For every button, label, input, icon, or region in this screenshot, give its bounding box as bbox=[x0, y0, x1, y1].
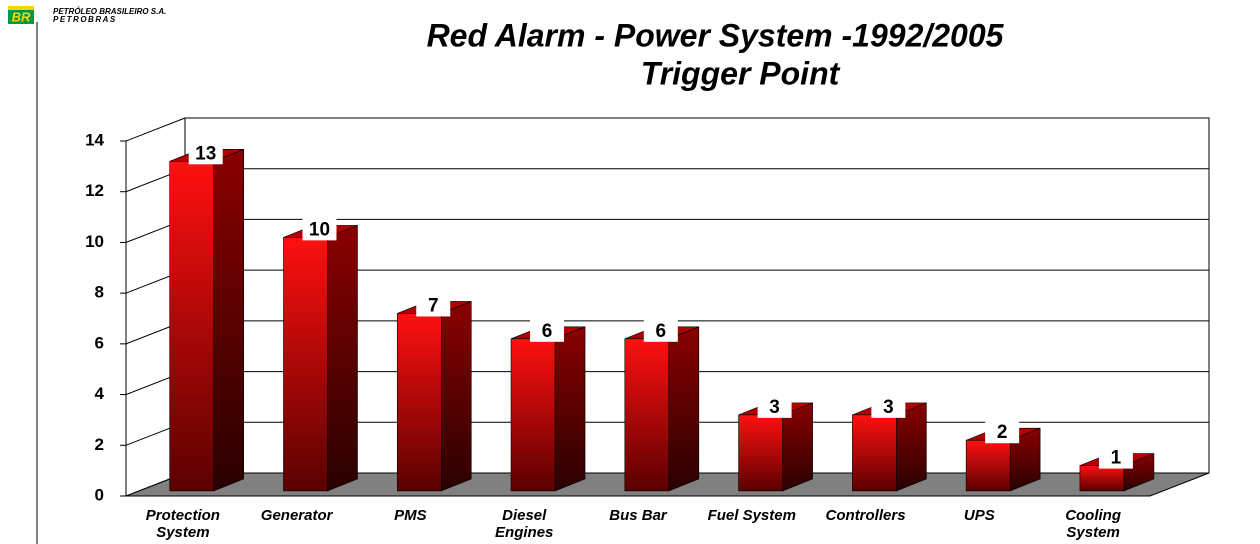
value-label: 1 bbox=[1111, 448, 1122, 469]
y-tick-label: 14 bbox=[85, 130, 104, 149]
x-tick-label: PMS bbox=[394, 507, 427, 524]
y-tick-label: 4 bbox=[95, 384, 105, 403]
chart-title: Red Alarm - Power System -1992/2005 bbox=[427, 17, 1005, 53]
value-label-bg bbox=[643, 319, 678, 342]
x-tick-label: Controllers bbox=[825, 507, 906, 524]
bar-side bbox=[554, 326, 586, 492]
x-tick-label: Fuel System bbox=[707, 507, 796, 524]
x-tick-label: Diesel Engines bbox=[495, 507, 554, 541]
value-label-bg bbox=[416, 294, 451, 317]
chart-subtitle: Trigger Point bbox=[641, 55, 841, 91]
logo-company: PETRÓLEO BRASILEIRO S.A. bbox=[53, 7, 166, 16]
bar bbox=[965, 439, 1011, 492]
value-label-bg bbox=[530, 319, 565, 342]
bar-side bbox=[213, 148, 244, 492]
bar-side bbox=[327, 224, 358, 492]
bar-side bbox=[668, 326, 700, 492]
value-label-bg bbox=[188, 142, 223, 165]
bar bbox=[738, 414, 783, 492]
bar bbox=[169, 160, 214, 492]
value-label-bg bbox=[985, 421, 1020, 444]
logo-box bbox=[8, 10, 34, 24]
y-tick-label: 8 bbox=[95, 283, 104, 302]
value-label: 6 bbox=[656, 321, 667, 342]
value-label: 10 bbox=[309, 219, 330, 240]
bar bbox=[1079, 465, 1125, 492]
value-label: 2 bbox=[997, 422, 1008, 443]
value-label: 13 bbox=[195, 143, 216, 164]
logo-bar bbox=[8, 6, 34, 10]
x-tick-label: Bus Bar bbox=[609, 507, 667, 524]
value-label: 3 bbox=[883, 397, 894, 418]
y-tick-label: 2 bbox=[95, 435, 104, 454]
x-tick-label: Protection System bbox=[145, 507, 220, 541]
value-label-bg bbox=[757, 395, 792, 418]
x-tick-label: Generator bbox=[260, 507, 333, 524]
bar-side bbox=[440, 300, 472, 492]
value-label-bg bbox=[302, 218, 337, 241]
value-label: 7 bbox=[428, 295, 439, 316]
y-tick-label: 6 bbox=[95, 333, 104, 352]
bar bbox=[510, 338, 556, 492]
y-tick-label: 10 bbox=[85, 232, 104, 251]
side-grid-line bbox=[125, 117, 186, 142]
bar bbox=[624, 338, 670, 492]
logo-mark: BR bbox=[12, 9, 31, 24]
x-tick-label: Cooling System bbox=[1065, 507, 1122, 541]
logo-brand: PETROBRAS bbox=[53, 15, 117, 24]
value-label: 6 bbox=[542, 321, 553, 342]
value-label: 3 bbox=[769, 397, 780, 418]
x-tick-label: UPS bbox=[963, 507, 995, 524]
bar bbox=[852, 414, 897, 492]
value-label-bg bbox=[871, 395, 906, 418]
y-tick-label: 0 bbox=[95, 485, 104, 504]
value-label-bg bbox=[1098, 446, 1133, 469]
bar bbox=[283, 237, 328, 492]
y-tick-label: 12 bbox=[85, 181, 104, 200]
bar bbox=[396, 313, 442, 492]
